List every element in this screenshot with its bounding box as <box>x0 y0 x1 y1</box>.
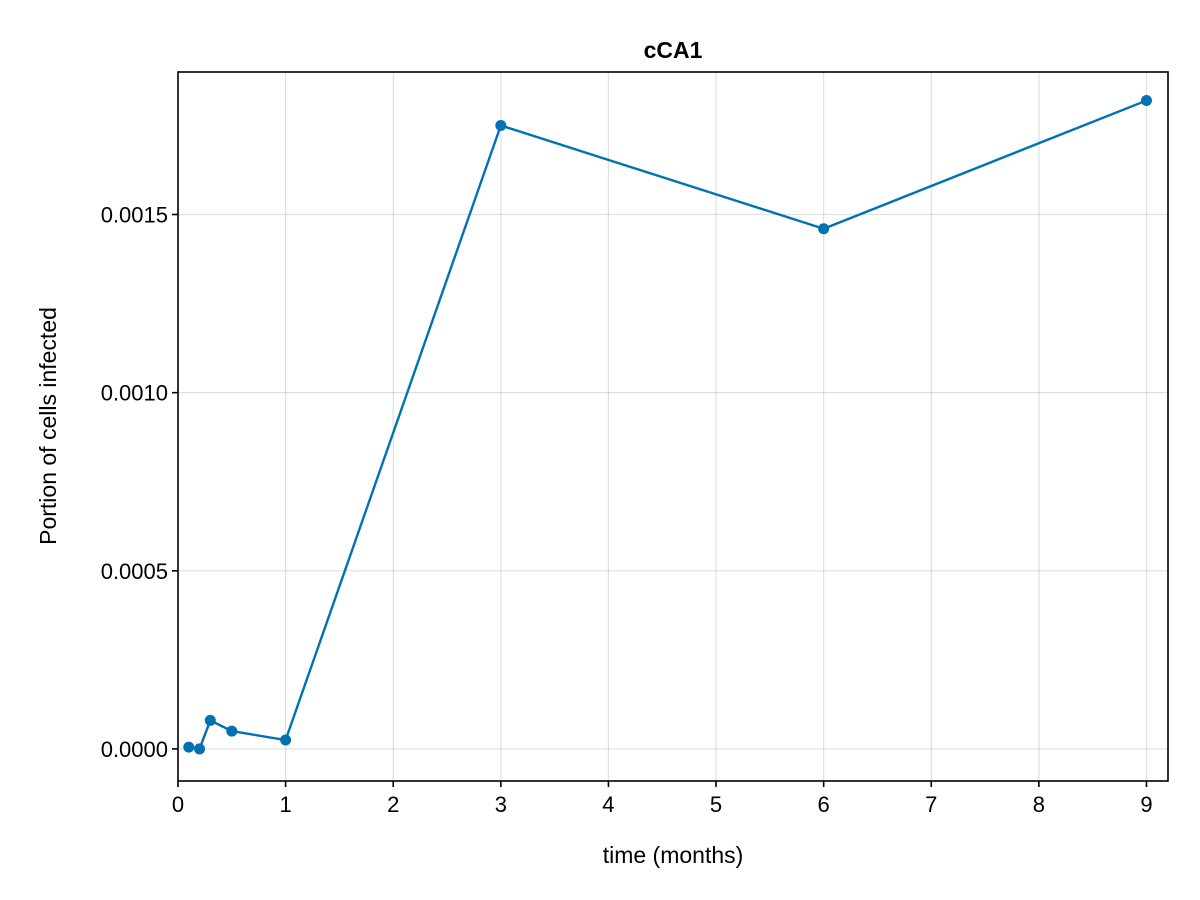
x-tick-label: 2 <box>387 792 399 817</box>
y-tick-label: 0.0005 <box>101 559 168 584</box>
data-point <box>183 741 195 753</box>
y-tick-label: 0.0015 <box>101 203 168 228</box>
data-point <box>226 725 238 737</box>
x-tick-label: 4 <box>602 792 614 817</box>
x-axis-label: time (months) <box>603 842 744 868</box>
data-point <box>194 743 206 755</box>
chart-title: cCA1 <box>644 37 703 63</box>
data-point <box>204 714 216 726</box>
x-tick-label: 3 <box>495 792 507 817</box>
x-tick-label: 7 <box>925 792 937 817</box>
x-tick-label: 8 <box>1033 792 1045 817</box>
data-point <box>280 734 292 746</box>
data-point <box>495 119 507 131</box>
y-axis-label: Portion of cells infected <box>35 307 61 545</box>
series-line <box>188 99 1147 751</box>
x-tick-label: 6 <box>818 792 830 817</box>
x-tick-label: 9 <box>1140 792 1152 817</box>
grid <box>177 72 1168 781</box>
y-tick-label: 0.0010 <box>101 381 168 406</box>
x-tick-label: 0 <box>172 792 184 817</box>
plot-frame <box>177 71 1169 782</box>
data-point <box>1140 95 1152 107</box>
data-point <box>818 223 830 235</box>
x-tick-label: 1 <box>279 792 291 817</box>
x-tick-label: 5 <box>710 792 722 817</box>
ticks: 0 1 2 3 4 5 6 7 8 9 0.0000 0.0005 0.0010 0.0015 <box>101 203 1153 817</box>
y-tick-label: 0.0000 <box>101 737 168 762</box>
series-layer <box>183 95 1152 755</box>
